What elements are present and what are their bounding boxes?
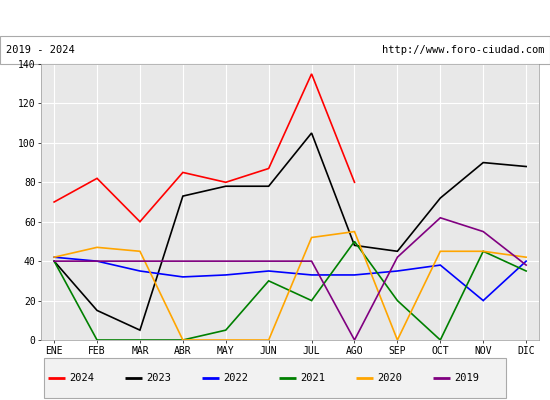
Text: 2019 - 2024: 2019 - 2024	[6, 45, 74, 55]
Text: 2024: 2024	[69, 373, 95, 383]
Text: http://www.foro-ciudad.com: http://www.foro-ciudad.com	[382, 45, 544, 55]
Text: 2020: 2020	[377, 373, 403, 383]
Text: Evolucion Nº Turistas Extranjeros en el municipio de El Campillo: Evolucion Nº Turistas Extranjeros en el …	[47, 12, 503, 24]
Text: 2021: 2021	[300, 373, 326, 383]
Text: 2022: 2022	[223, 373, 249, 383]
Text: 2023: 2023	[146, 373, 172, 383]
Text: 2019: 2019	[454, 373, 480, 383]
